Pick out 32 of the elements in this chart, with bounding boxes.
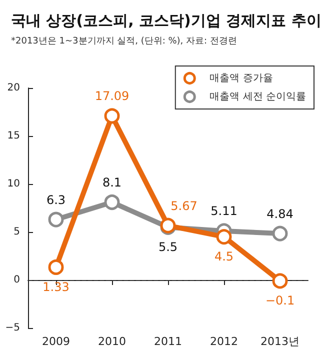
x-tick-label: 2009: [42, 335, 70, 348]
point: [272, 273, 288, 289]
x-tick-label: 2013년: [260, 335, 300, 348]
data-label: 8.1: [102, 175, 122, 190]
y-tick-label: −5: [5, 322, 20, 334]
data-label: 5.5: [158, 240, 178, 254]
chart-subtitle: *2013년은 1~3분기까지 실적, (단위: %), 자료: 전경련: [11, 36, 237, 46]
x-tick-label: 2010: [98, 335, 126, 348]
data-label: 1.33: [42, 280, 70, 294]
data-label: 17.09: [94, 89, 130, 104]
legend-label: 매출액 증가율: [210, 72, 273, 84]
y-tick-label: 15: [7, 130, 20, 142]
point: [104, 108, 120, 124]
point: [48, 212, 64, 228]
point: [48, 259, 64, 275]
x-tick-label: 2011: [154, 335, 182, 348]
data-label: 4.5: [214, 250, 234, 264]
data-label: 5.11: [210, 204, 238, 218]
x-tick-label: 2012: [210, 335, 238, 348]
y-tick-label: 0: [14, 274, 20, 286]
data-label: 4.84: [266, 206, 294, 221]
point: [216, 229, 232, 245]
point: [272, 226, 288, 242]
data-label: 5.67: [170, 198, 198, 213]
legend-label: 매출액 세전 순이익률: [210, 91, 306, 102]
chart-title: 국내 상장(코스피, 코스닥)기업 경제지표 추이: [11, 12, 320, 30]
data-label: −0.1: [265, 294, 295, 308]
point: [104, 194, 120, 210]
data-label: 6.3: [46, 192, 66, 207]
y-tick-label: 10: [7, 178, 20, 190]
y-tick-label: 20: [7, 82, 20, 94]
y-tick-label: 5: [14, 226, 20, 238]
